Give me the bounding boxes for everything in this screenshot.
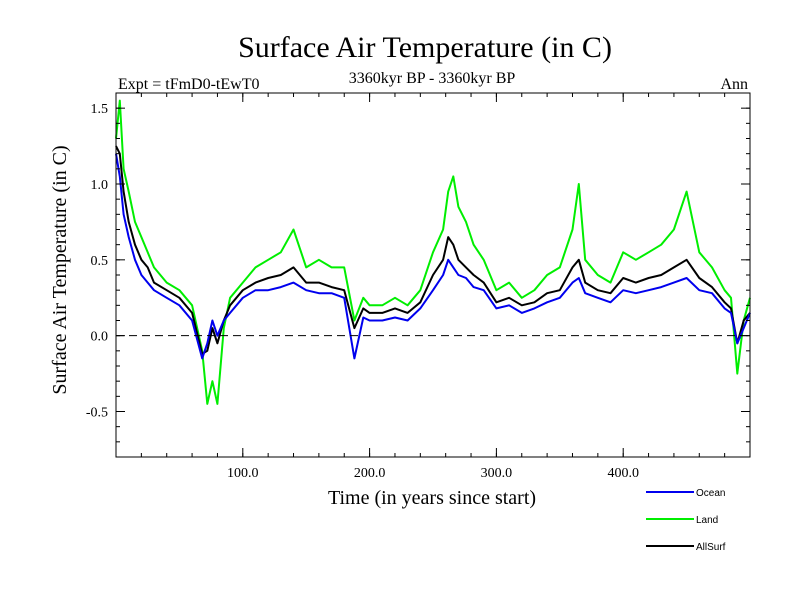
- y-tick-label: 1.0: [91, 178, 109, 193]
- legend-label-land: Land: [696, 515, 718, 526]
- x-tick-label: 200.0: [354, 466, 386, 481]
- series-line-allsurf: [115, 145, 751, 355]
- x-axis-title: Time (in years since start): [328, 487, 536, 509]
- series-line-land: [115, 99, 751, 405]
- experiment-label: Expt = tFmD0-tEwT0: [118, 76, 259, 93]
- y-tick-label: 0.5: [91, 254, 109, 269]
- x-tick-label: 400.0: [607, 466, 639, 481]
- legend: Ocean Land AllSurf: [646, 488, 726, 553]
- chart-subtitle: 3360kyr BP - 3360kyr BP: [349, 70, 516, 87]
- y-tick-label: 0.0: [91, 330, 109, 345]
- chart-title: Surface Air Temperature (in C): [238, 31, 612, 64]
- plot-area: 100.0 200.0 300.0 400.0 -0.5 0.0 0.5 1.0 1.5: [86, 92, 751, 481]
- y-tick-label: -0.5: [86, 406, 108, 421]
- y-axis-title: Surface Air Temperature (in C): [49, 145, 71, 394]
- season-label: Ann: [720, 76, 748, 93]
- series-line-ocean: [115, 153, 751, 360]
- legend-label-ocean: Ocean: [696, 488, 725, 499]
- x-tick-label: 100.0: [227, 466, 259, 481]
- legend-label-allsurf: AllSurf: [696, 542, 726, 553]
- y-tick-label: 1.5: [91, 102, 109, 117]
- x-tick-label: 300.0: [481, 466, 513, 481]
